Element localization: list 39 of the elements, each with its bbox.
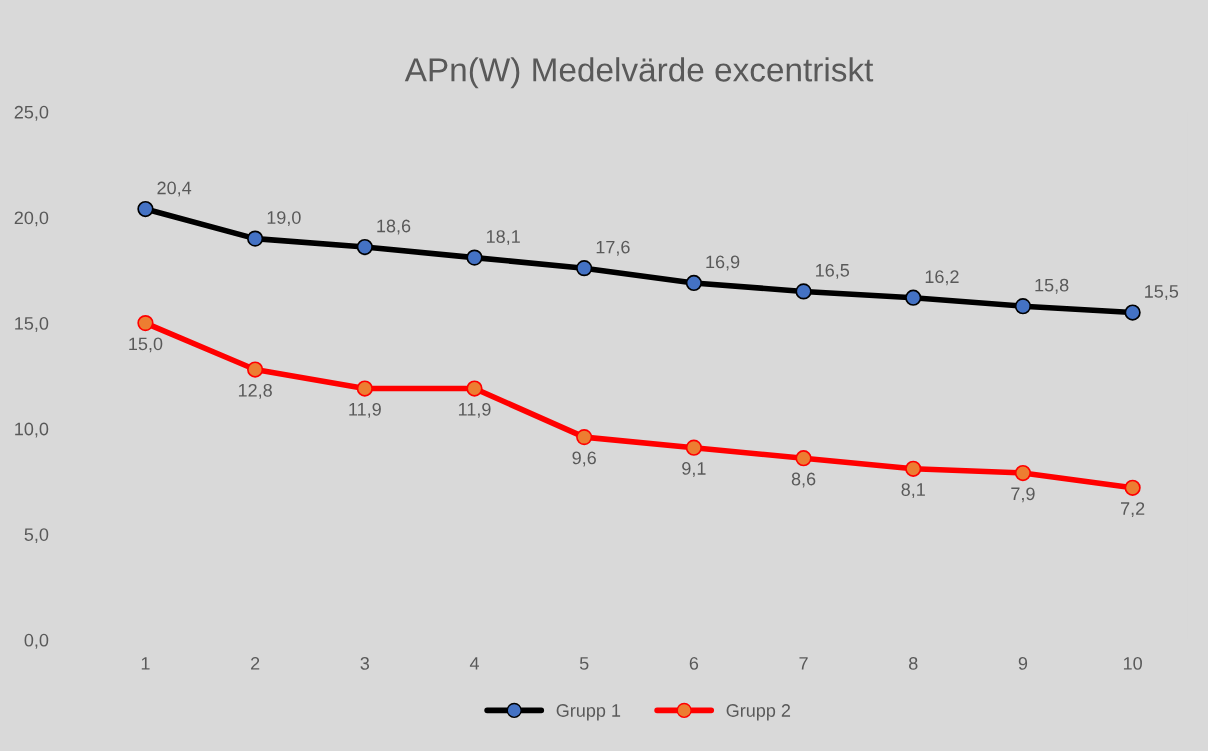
data-label: 18,6 bbox=[377, 219, 411, 235]
x-tick-label: 7 bbox=[799, 657, 808, 670]
x-tick-label: 10 bbox=[1123, 657, 1142, 670]
data-label: 16,9 bbox=[706, 255, 740, 271]
data-label: 15,8 bbox=[1035, 278, 1069, 294]
y-tick-label: 20,0 bbox=[14, 211, 49, 227]
x-tick-label: 9 bbox=[1018, 657, 1028, 670]
y-tick-label: 0,0 bbox=[24, 633, 49, 649]
x-tick-label: 6 bbox=[689, 657, 699, 670]
x-tick-label: 8 bbox=[909, 657, 918, 670]
y-tick-label: 5,0 bbox=[24, 528, 49, 544]
data-label: 17,6 bbox=[596, 240, 630, 256]
data-label: 15,5 bbox=[1145, 285, 1179, 300]
x-tick-label: 1 bbox=[141, 657, 150, 670]
data-label: 20,4 bbox=[157, 181, 192, 197]
data-label: 8,1 bbox=[901, 483, 925, 499]
data-label: 16,2 bbox=[925, 270, 959, 286]
y-tick-label: 10,0 bbox=[15, 422, 49, 438]
data-label: 19,0 bbox=[267, 211, 301, 227]
data-label: 8,6 bbox=[791, 472, 816, 488]
data-label: 9,6 bbox=[572, 451, 596, 467]
legend-label: Grupp 2 bbox=[726, 704, 791, 721]
data-label: 18,1 bbox=[486, 230, 520, 246]
data-label: 15,0 bbox=[129, 337, 163, 353]
data-label: 11,9 bbox=[458, 402, 491, 418]
x-tick-label: 5 bbox=[579, 657, 589, 670]
data-label: 7,2 bbox=[1121, 502, 1145, 518]
data-label: 9,1 bbox=[682, 462, 706, 477]
chart-title: APn(W) Medelvärde excentriskt bbox=[404, 57, 874, 89]
legend-label: Grupp 1 bbox=[556, 704, 621, 721]
y-tick-label: 25,0 bbox=[14, 105, 49, 121]
data-label: 16,5 bbox=[816, 263, 850, 279]
y-tick-label: 15,0 bbox=[15, 317, 49, 332]
x-tick-label: 4 bbox=[469, 657, 479, 670]
data-label: 12,8 bbox=[238, 383, 272, 399]
x-tick-label: 3 bbox=[360, 657, 370, 670]
data-label: 7,9 bbox=[1011, 487, 1035, 503]
x-tick-label: 2 bbox=[251, 657, 260, 670]
data-label: 11,9 bbox=[349, 402, 381, 418]
